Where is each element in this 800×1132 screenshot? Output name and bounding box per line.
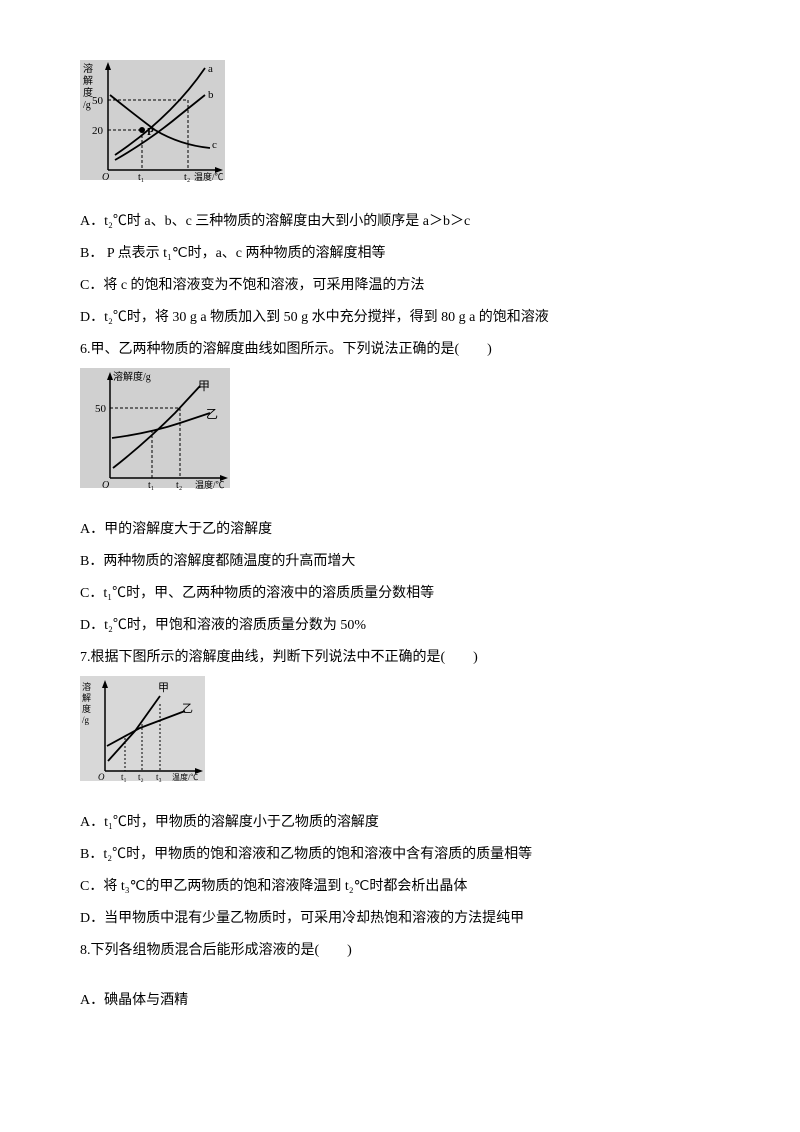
q6-opt-c: C．t₁℃时，甲、乙两种物质的溶液中的溶质质量分数相等 (80, 580, 720, 608)
q7-opt-c: C．将 t₃℃的甲乙两物质的饱和溶液降温到 t₂℃时都会析出晶体 (80, 873, 720, 901)
graph-q6: 溶解度/g 50 甲 乙 O t₁ t₂ 温度/℃ (80, 368, 720, 504)
svg-text:/g: /g (82, 715, 90, 725)
q7-opt-b: B．t₂℃时，甲物质的饱和溶液和乙物质的饱和溶液中含有溶质的质量相等 (80, 841, 720, 869)
q5-opt-a: A．t₂℃时 a、b、c 三种物质的溶解度由大到小的顺序是 a＞b＞c (80, 208, 720, 236)
label-yi-q7: 乙 (182, 702, 193, 715)
svg-text:度: 度 (82, 703, 91, 714)
ylabel-q6: 溶解度/g (113, 370, 151, 383)
curve-b: b (208, 89, 214, 101)
graph-q7: 溶 解 度 /g 甲 乙 O t₁ t₂ t₃ 温度/℃ (80, 676, 720, 797)
q7-opt-d: D．当甲物质中混有少量乙物质时，可采用冷却热饱和溶液的方法提纯甲 (80, 905, 720, 933)
q6-opt-a: A．甲的溶解度大于乙的溶解度 (80, 516, 720, 544)
curve-c: c (212, 139, 217, 151)
xtick-t2-q6: t₂ (176, 480, 182, 491)
svg-text:解: 解 (82, 692, 91, 703)
label-p: P (147, 126, 154, 138)
xlabel-q7: 温度/℃ (172, 772, 198, 782)
label-jia-q6: 甲 (198, 379, 210, 393)
q5-opt-d: D．t₂℃时，将 30 g a 物质加入到 50 g 水中充分搅拌，得到 80 … (80, 304, 720, 332)
xtick-t3-q7: t₃ (156, 772, 162, 782)
ytick-50: 50 (92, 95, 104, 107)
svg-text:O: O (102, 480, 109, 491)
q8-stem: 8.下列各组物质混合后能形成溶液的是( ) (80, 937, 720, 965)
label-jia-q7: 甲 (158, 682, 169, 694)
xlabel: 温度/℃ (194, 171, 224, 182)
graph-q5: 溶 解 度 /g P 50 20 a b c O t₁ t₂ 温度/℃ (80, 60, 720, 196)
svg-text:O: O (102, 172, 109, 183)
xtick-t1-q6: t₁ (148, 480, 154, 491)
svg-text:溶: 溶 (82, 681, 91, 692)
q7-opt-a: A．t₁℃时，甲物质的溶解度小于乙物质的溶解度 (80, 809, 720, 837)
svg-text:解: 解 (83, 74, 93, 87)
xtick-t2: t₂ (184, 172, 190, 183)
q7-stem: 7.根据下图所示的溶解度曲线，判断下列说法中不正确的是( ) (80, 644, 720, 672)
ytick-20: 20 (92, 125, 104, 137)
svg-text:/g: /g (83, 100, 91, 111)
curve-a: a (208, 63, 213, 75)
q6-opt-d: D．t₂℃时，甲饱和溶液的溶质质量分数为 50% (80, 612, 720, 640)
ylabel-line1: 溶 (83, 62, 93, 75)
q5-opt-c: C．将 c 的饱和溶液变为不饱和溶液，可采用降温的方法 (80, 272, 720, 300)
q5-opt-b: B． P 点表示 t₁℃时，a、c 两种物质的溶解度相等 (80, 240, 720, 268)
svg-text:O: O (98, 772, 105, 782)
xtick-t1-q7: t₁ (121, 772, 127, 782)
xtick-t2-q7: t₂ (138, 772, 144, 782)
q6-opt-b: B．两种物质的溶解度都随温度的升高而增大 (80, 548, 720, 576)
q6-stem: 6.甲、乙两种物质的溶解度曲线如图所示。下列说法正确的是( ) (80, 336, 720, 364)
xlabel-q6: 温度/℃ (195, 479, 225, 490)
xtick-t1: t₁ (138, 172, 144, 183)
ytick-50-q6: 50 (95, 403, 107, 415)
label-yi-q6: 乙 (206, 407, 218, 421)
q8-opt-a: A．碘晶体与酒精 (80, 987, 720, 1015)
